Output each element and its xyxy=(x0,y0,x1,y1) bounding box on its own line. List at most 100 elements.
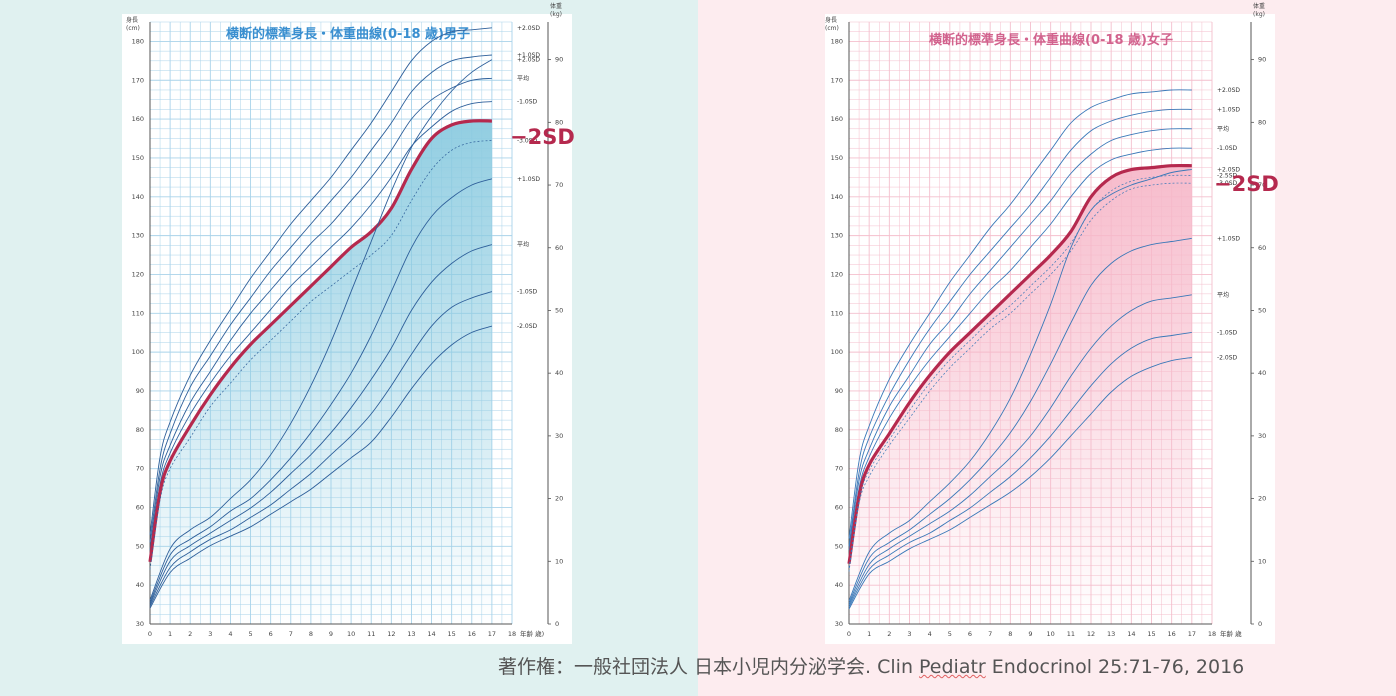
shaded-area-below-2sd xyxy=(150,120,492,624)
height-series-line xyxy=(149,77,492,551)
height-tick-label: 170 xyxy=(132,76,144,84)
height-tick-label: 80 xyxy=(835,426,843,434)
height-tick-label: 50 xyxy=(136,542,144,550)
height-tick-label: 150 xyxy=(831,154,843,162)
height-unit-label: 身長 xyxy=(825,16,837,24)
height-series-line xyxy=(149,27,492,535)
height-series-label: +1.0SD xyxy=(517,52,540,59)
height-tick-label: 100 xyxy=(132,348,144,356)
x-tick-label: 0 xyxy=(847,630,851,638)
height-tick-label: 90 xyxy=(835,387,843,395)
x-tick-label: 7 xyxy=(289,630,293,638)
height-tick-label: 120 xyxy=(831,270,843,278)
credit-prefix: 著作権：一般社団法人 日本小児内分泌学会. Clin xyxy=(498,656,920,678)
x-tick-label: 8 xyxy=(1008,630,1012,638)
x-tick-label: 15 xyxy=(1147,630,1155,638)
highlight-label: −2SD xyxy=(1214,172,1279,196)
x-tick-label: 4 xyxy=(928,630,932,638)
highlight-label: −2SD xyxy=(510,125,575,149)
girls-growth-chart: 3040506070809010011012013014015016017018… xyxy=(825,2,1279,644)
height-series-line xyxy=(848,128,1192,551)
height-series-line xyxy=(848,89,1192,539)
height-series-line xyxy=(848,147,1192,557)
height-tick-label: 110 xyxy=(831,309,843,317)
weight-tick-label: 50 xyxy=(1258,306,1266,314)
height-tick-label: 80 xyxy=(136,426,144,434)
x-tick-label: 6 xyxy=(269,630,273,638)
height-tick-label: 70 xyxy=(136,465,144,473)
height-unit-label: 身長 xyxy=(126,16,138,24)
height-tick-label: 110 xyxy=(132,309,144,317)
x-tick-label: 13 xyxy=(1107,630,1115,638)
boys-growth-chart: 3040506070809010011012013014015016017018… xyxy=(122,2,575,644)
weight-tick-label: 50 xyxy=(555,306,563,314)
x-tick-label: 12 xyxy=(1087,630,1095,638)
x-tick-label: 15 xyxy=(448,630,456,638)
height-series-line xyxy=(149,140,492,570)
weight-series-label: +1.0SD xyxy=(1217,235,1240,242)
height-series-line xyxy=(848,174,1192,568)
weight-tick-label: 10 xyxy=(1258,557,1266,565)
weight-unit-label: (kg) xyxy=(550,11,562,18)
height-unit-label: (cm) xyxy=(126,25,140,32)
weight-tick-label: 40 xyxy=(555,369,563,377)
weight-tick-label: 60 xyxy=(555,244,563,252)
weight-series-line xyxy=(848,294,1192,606)
chart-title: 横断的標準身長・体重曲線(0-18 歳)女子 xyxy=(929,32,1173,48)
weight-series-line xyxy=(149,291,493,607)
height-tick-label: 180 xyxy=(831,37,843,45)
height-series-label: -1.0SD xyxy=(517,99,538,106)
x-tick-label: 16 xyxy=(468,630,476,638)
height-series-line xyxy=(148,119,492,563)
height-series-label: -3.0SD xyxy=(1217,180,1238,187)
weight-series-label: +1.0SD xyxy=(517,176,540,183)
weight-tick-label: 30 xyxy=(1258,432,1266,440)
x-tick-label: 2 xyxy=(887,630,891,638)
x-tick-label: 9 xyxy=(329,630,333,638)
chart-title: 横断的標準身長・体重曲線(0-18 歳)男子 xyxy=(226,26,470,42)
x-tick-label: 5 xyxy=(248,630,252,638)
height-series-label: -2.5SD xyxy=(1217,172,1238,179)
height-tick-label: 130 xyxy=(132,232,144,240)
weight-tick-label: 20 xyxy=(1258,495,1266,503)
weight-tick-label: 90 xyxy=(1258,56,1266,64)
x-tick-label: 11 xyxy=(1067,630,1075,638)
height-tick-label: 140 xyxy=(132,193,144,201)
x-tick-label: 5 xyxy=(948,630,952,638)
height-unit-label: (cm) xyxy=(825,25,839,32)
x-tick-label: 0 xyxy=(148,630,152,638)
height-tick-label: 40 xyxy=(136,581,144,589)
height-tick-label: 100 xyxy=(831,348,843,356)
x-tick-label: 18 xyxy=(508,630,516,638)
x-tick-label: 10 xyxy=(1047,630,1055,638)
x-tick-label: 7 xyxy=(988,630,992,638)
height-tick-label: 30 xyxy=(835,620,843,628)
weight-unit-label: 体重 xyxy=(550,2,562,10)
height-series-label: +2.0SD xyxy=(517,25,540,32)
x-tick-label: 8 xyxy=(309,630,313,638)
x-tick-label: 11 xyxy=(367,630,375,638)
weight-series-line xyxy=(848,237,1192,604)
height-tick-label: 60 xyxy=(835,503,843,511)
x-axis-unit-label: 年齢 歳 xyxy=(1220,629,1242,638)
x-tick-label: 12 xyxy=(387,630,395,638)
weight-series-line xyxy=(848,357,1192,610)
height-tick-label: 40 xyxy=(835,581,843,589)
height-tick-label: 180 xyxy=(132,37,144,45)
weight-tick-label: 90 xyxy=(555,56,563,64)
weight-unit-label: 体重 xyxy=(1253,2,1265,10)
height-tick-label: 170 xyxy=(831,76,843,84)
x-tick-label: 6 xyxy=(968,630,972,638)
height-series-line xyxy=(149,54,492,543)
height-series-label: +1.0SD xyxy=(1217,106,1240,113)
x-tick-label: 1 xyxy=(867,630,871,638)
x-tick-label: 17 xyxy=(1188,630,1196,638)
weight-series-line xyxy=(848,331,1192,608)
weight-series-line xyxy=(149,178,493,603)
height-tick-label: 120 xyxy=(132,270,144,278)
weight-tick-label: 80 xyxy=(555,118,563,126)
weight-tick-label: 0 xyxy=(555,620,559,628)
x-tick-label: 13 xyxy=(407,630,415,638)
weight-tick-label: 70 xyxy=(1258,181,1266,189)
weight-tick-label: 60 xyxy=(1258,244,1266,252)
